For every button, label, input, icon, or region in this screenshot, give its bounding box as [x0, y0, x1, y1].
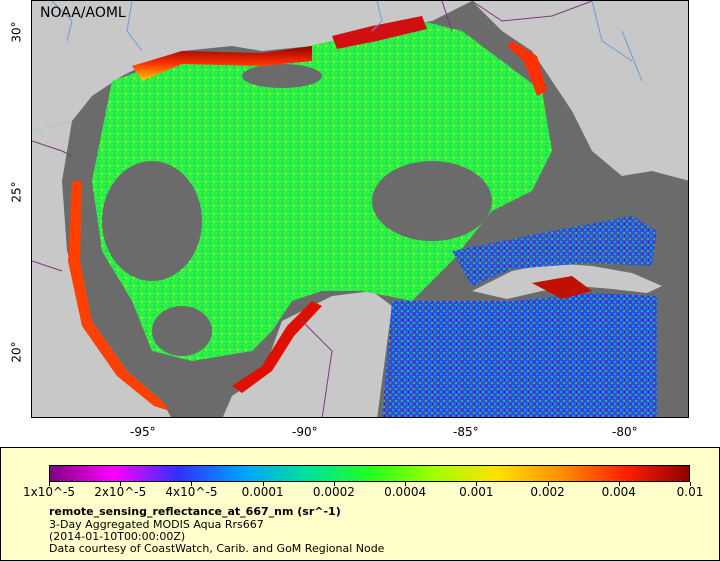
political-borders: [32, 1, 593, 417]
coast-band-north: [132, 46, 312, 81]
colorbar-tick-mark: [618, 482, 620, 486]
land-yucatan: [222, 291, 392, 417]
lat-tick-30: 30°: [9, 21, 24, 43]
colorbar-tick-mark: [405, 482, 407, 486]
data-gulf-green: [92, 21, 552, 361]
rivers: [51, 1, 643, 82]
map-credit: NOAA/AOML: [40, 5, 126, 21]
lon-tick-95: -95°: [130, 425, 156, 439]
land-florida: [472, 1, 688, 181]
colorbar-tick-label: 0.002: [530, 485, 565, 499]
colorbar-tick-label: 1x10^-5: [22, 485, 76, 499]
data-caribbean: [382, 293, 657, 417]
dataset-description: 3-Day Aggregated MODIS Aqua Rrs667: [49, 518, 264, 531]
lat-tick-20: 20°: [9, 341, 24, 363]
coast-band-louisiana: [332, 16, 427, 49]
colorbar-tick-mark: [262, 482, 264, 486]
colorbar-tick-label: 0.001: [459, 485, 494, 499]
colorbar-tick-mark: [690, 482, 691, 486]
land-mexico: [32, 121, 171, 417]
data-source: Data courtesy of CoastWatch, Carib. and …: [49, 542, 385, 555]
colorbar-tick-label: 0.0002: [312, 485, 355, 499]
coast-band-campeche: [232, 301, 322, 393]
colorbar-tick-mark: [547, 482, 549, 486]
colorbar-tick-mark: [49, 482, 50, 486]
colorbar-tick-mark: [476, 482, 478, 486]
data-florida-straits: [452, 216, 657, 286]
coast-band-mexico: [68, 181, 170, 411]
colorbar-tick-label: 2x10^-5: [94, 485, 147, 499]
coast-band-cuba: [532, 276, 592, 299]
colorbar-tick-mark: [191, 482, 193, 486]
colorbar-tick-mark: [333, 482, 335, 486]
variable-name: remote_sensing_reflectance_at_667_nm (sr…: [49, 505, 341, 518]
reflectance-map[interactable]: [32, 1, 689, 418]
colorbar-tick-label: 0.01: [676, 485, 704, 499]
lon-tick-90: -90°: [292, 425, 318, 439]
colorbar: [49, 465, 690, 482]
lon-tick-85: -85°: [453, 425, 479, 439]
dataset-time: (2014-01-10T00:00:00Z): [49, 530, 186, 543]
legend-panel: remote_sensing_reflectance_at_667_nm (sr…: [0, 447, 720, 561]
colorbar-tick-mark: [120, 482, 122, 486]
colorbar-tick-label: 0.0004: [384, 485, 427, 499]
colorbar-tick-label: 0.0001: [241, 485, 284, 499]
lon-tick-80: -80°: [612, 425, 638, 439]
colorbar-tick-label: 4x10^-5: [165, 485, 218, 499]
map-panel[interactable]: NOAA/AOML: [31, 0, 689, 418]
colorbar-tick-label: 0.004: [601, 485, 636, 499]
coast-band-florida: [507, 41, 547, 96]
lat-tick-25: 25°: [9, 181, 24, 203]
